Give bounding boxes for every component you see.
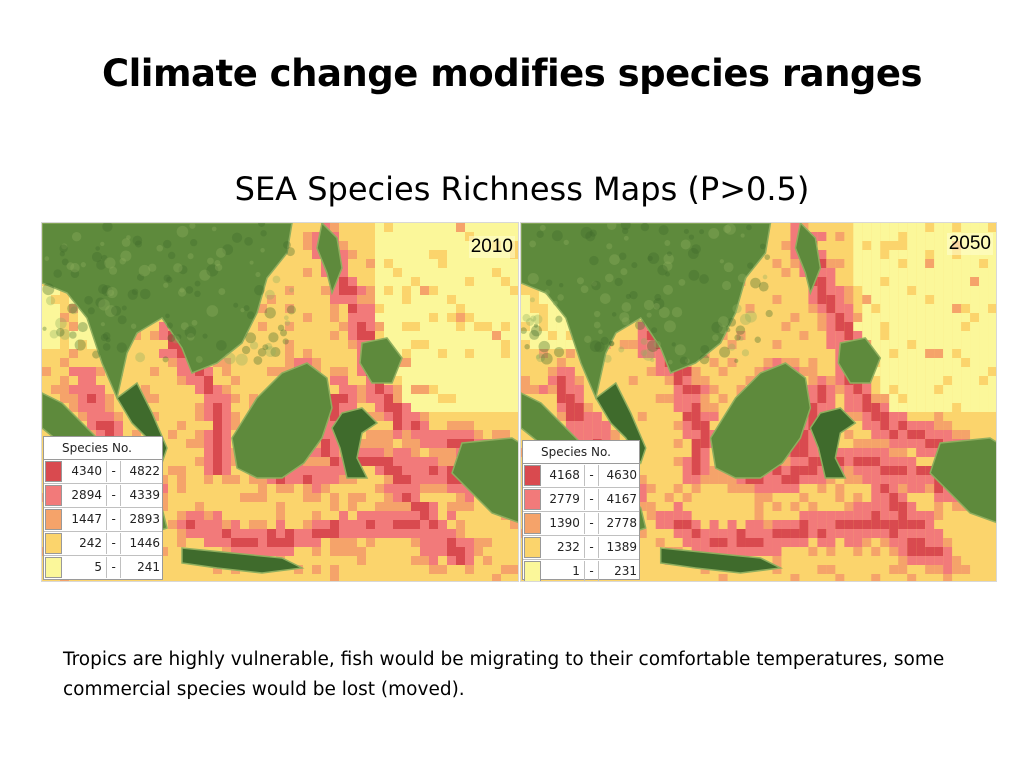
legend-row: 2894 - 4339 xyxy=(44,484,162,508)
legend-low: 4340 xyxy=(63,461,107,482)
legend-low: 1390 xyxy=(542,513,585,534)
legend-swatch xyxy=(45,485,63,506)
legend-sep: - xyxy=(585,489,600,510)
land-mass xyxy=(181,547,305,574)
legend-swatch xyxy=(45,533,63,554)
map-graphic-2010 xyxy=(42,223,518,581)
legend-row: 1447 - 2893 xyxy=(44,508,162,532)
legend-swatch xyxy=(45,557,63,578)
legend-high: 4339 xyxy=(129,488,160,502)
land-mass xyxy=(316,223,343,296)
legend-sep: - xyxy=(585,513,600,534)
legend-title: Species No. xyxy=(44,437,162,460)
land-mass xyxy=(709,362,812,479)
legend-low: 232 xyxy=(542,537,585,558)
land-mass xyxy=(837,337,882,384)
slide-caption: Tropics are highly vulnerable, fish woul… xyxy=(63,649,945,700)
legend-high: 2778 xyxy=(606,516,637,530)
legend-high: 1446 xyxy=(129,536,160,550)
map-year-label-2010: 2010 xyxy=(468,236,515,258)
land-mass xyxy=(359,337,403,384)
legend-swatch xyxy=(524,465,542,486)
legend-row: 5 - 241 xyxy=(44,556,162,579)
legend-swatch xyxy=(524,537,542,558)
legend-sep: - xyxy=(107,509,122,530)
land-mass xyxy=(231,362,333,479)
legend-low: 5 xyxy=(63,557,107,578)
land-mass xyxy=(929,437,996,524)
legend-high: 1389 xyxy=(606,540,637,554)
slide-title: Climate change modifies species ranges xyxy=(101,52,923,95)
map-year-label-2050: 2050 xyxy=(946,233,993,255)
species-richness-map-2010: 2010 Species No. 4340 - 4822 2894 - 4339… xyxy=(41,222,519,582)
land-mass xyxy=(809,407,857,479)
legend-row: 1390 - 2778 xyxy=(523,512,639,536)
legend-sep: - xyxy=(107,557,122,578)
legend-low: 4168 xyxy=(542,465,585,486)
legend-low: 242 xyxy=(63,533,107,554)
land-mass xyxy=(451,437,518,524)
legend-swatch xyxy=(45,461,63,482)
legend-sep: - xyxy=(585,561,600,581)
legend-sep: - xyxy=(107,461,122,482)
legend-sep: - xyxy=(107,485,122,506)
slide-subtitle: SEA Species Richness Maps (P>0.5) xyxy=(234,170,810,208)
legend-row: 4340 - 4822 xyxy=(44,460,162,484)
legend-row: 1 - 231 xyxy=(523,560,639,581)
legend-high: 4167 xyxy=(606,492,637,506)
land-mass xyxy=(331,407,379,479)
legend-high: 241 xyxy=(137,560,160,574)
legend-sep: - xyxy=(107,533,122,554)
legend-low: 2779 xyxy=(542,489,585,510)
legend-row: 232 - 1389 xyxy=(523,536,639,560)
legend-sep: - xyxy=(585,537,600,558)
land-mass xyxy=(42,223,293,401)
legend-low: 2894 xyxy=(63,485,107,506)
legend-2010: Species No. 4340 - 4822 2894 - 4339 1447… xyxy=(43,436,163,580)
legend-high: 2893 xyxy=(129,512,160,526)
legend-high: 4822 xyxy=(129,464,160,478)
legend-low: 1447 xyxy=(63,509,107,530)
legend-row: 2779 - 4167 xyxy=(523,488,639,512)
legend-swatch xyxy=(45,509,63,530)
land-mass xyxy=(659,547,784,574)
legend-title: Species No. xyxy=(523,441,639,464)
legend-row: 4168 - 4630 xyxy=(523,464,639,488)
land-mass xyxy=(794,223,822,296)
legend-low: 1 xyxy=(542,561,585,581)
legend-row: 242 - 1446 xyxy=(44,532,162,556)
legend-2050: Species No. 4168 - 4630 2779 - 4167 1390… xyxy=(522,440,640,581)
legend-sep: - xyxy=(585,465,600,486)
land-mass xyxy=(521,223,772,401)
legend-high: 231 xyxy=(614,564,637,578)
legend-swatch xyxy=(524,513,542,534)
species-richness-map-2050: 2050 Species No. 4168 - 4630 2779 - 4167… xyxy=(520,222,997,582)
legend-swatch xyxy=(524,489,542,510)
legend-high: 4630 xyxy=(606,468,637,482)
legend-swatch xyxy=(524,561,542,581)
